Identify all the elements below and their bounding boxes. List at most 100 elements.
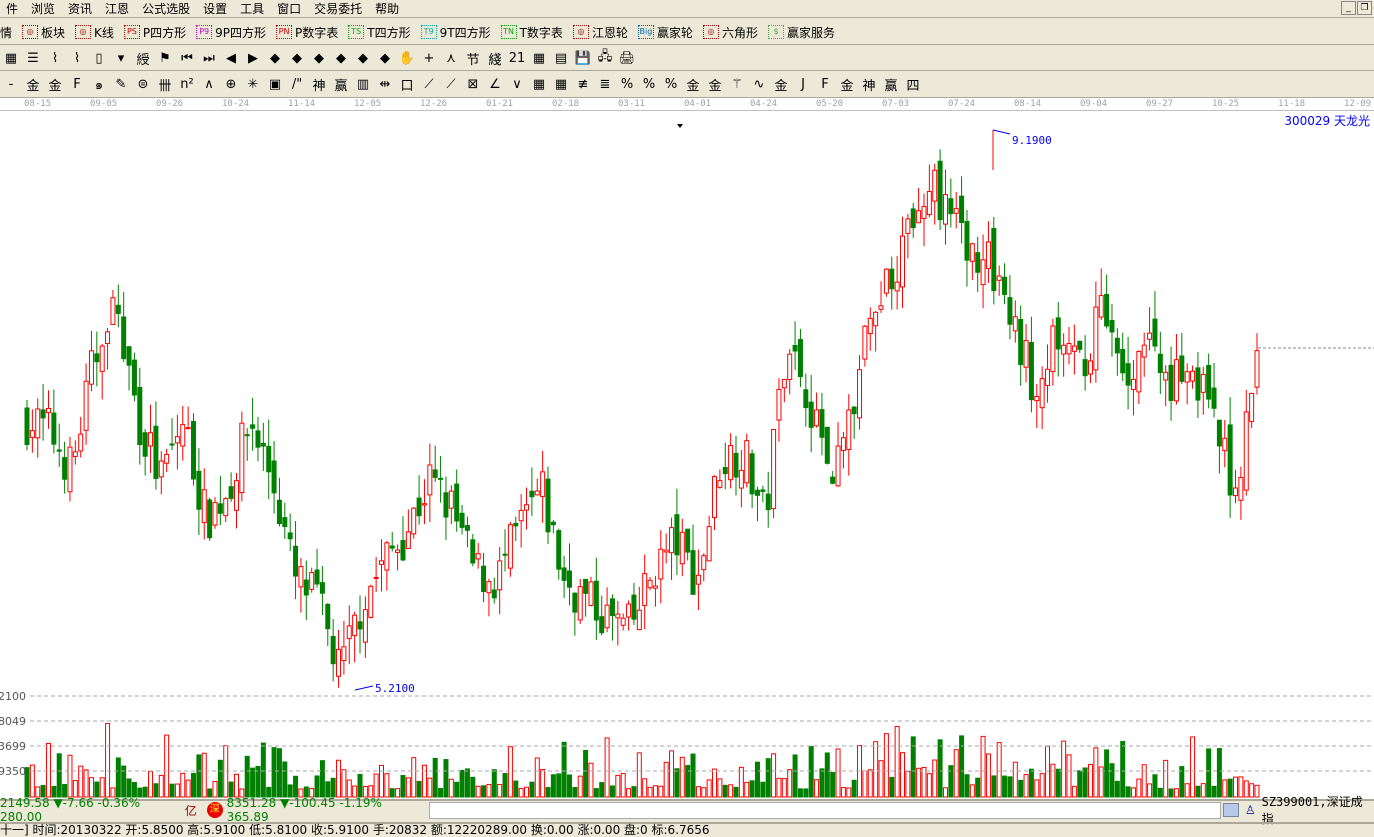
tool-icon[interactable]: ⏮ xyxy=(181,50,193,66)
tool-icon[interactable]: - xyxy=(8,77,14,92)
menu-item[interactable]: 公式选股 xyxy=(142,2,191,16)
tool-icon[interactable]: ⟋ xyxy=(446,77,456,92)
tool-icon[interactable]: ▶ xyxy=(248,50,258,66)
tool-icon[interactable]: ⌇ xyxy=(73,50,81,66)
spin-button[interactable] xyxy=(1222,803,1239,817)
tool-icon[interactable]: ◆ xyxy=(314,50,324,66)
tool-icon[interactable]: ◆ xyxy=(358,50,368,66)
tool-icon[interactable]: % xyxy=(620,77,634,92)
menu-item[interactable]: 资讯 xyxy=(68,2,93,16)
toolbar-button[interactable]: Big 赢家轮 xyxy=(637,24,693,41)
toolbar-button[interactable]: PN P数字表 xyxy=(276,24,338,41)
restore-button[interactable]: ❐ xyxy=(1357,1,1372,15)
tool-icon[interactable]: 金 xyxy=(774,79,788,94)
tool-icon[interactable]: ▦ xyxy=(4,50,18,66)
tool-icon[interactable]: 金 xyxy=(26,79,40,94)
tool-icon[interactable]: ✋ xyxy=(398,50,416,66)
tool-icon[interactable]: ⊕ xyxy=(225,77,237,92)
tool-icon[interactable]: 🖧 xyxy=(597,49,613,64)
tool-icon[interactable]: + xyxy=(423,50,435,66)
menu-item[interactable]: 窗口 xyxy=(277,2,302,16)
tool-icon[interactable]: ⟋ xyxy=(424,77,434,92)
tool-icon[interactable]: n² xyxy=(180,77,194,92)
tool-icon[interactable]: ▦ xyxy=(532,50,546,66)
toolbar-button[interactable]: ◎ 板块 xyxy=(22,24,65,41)
tool-icon[interactable]: 綬 xyxy=(136,52,150,68)
tool-icon[interactable]: ∧ xyxy=(204,77,214,92)
tool-icon[interactable]: % xyxy=(642,77,656,92)
toolbar-button[interactable]: TS T四方形 xyxy=(348,24,411,41)
toolbar-button[interactable]: T9 9T四方形 xyxy=(420,24,491,41)
volume-bar xyxy=(1195,785,1201,798)
menu-item[interactable]: 交易委托 xyxy=(314,2,363,16)
tool-icon[interactable]: 卌 xyxy=(158,79,172,94)
menu-item[interactable]: 江恩 xyxy=(105,2,130,16)
tool-icon[interactable]: /" xyxy=(291,77,303,92)
tool-icon[interactable]: 金 xyxy=(708,79,722,94)
tool-icon[interactable]: 神 xyxy=(862,79,876,94)
toolbar-button[interactable]: TN T数字表 xyxy=(500,24,563,41)
tool-icon[interactable]: ▥ xyxy=(356,77,370,92)
tool-icon[interactable]: 💾 xyxy=(574,50,592,66)
tool-icon[interactable]: 🖨 xyxy=(618,50,636,66)
tool-icon[interactable]: 口 xyxy=(400,79,414,94)
tool-icon[interactable]: ∠ xyxy=(489,77,501,92)
toolbar-button[interactable]: $ 赢家服务 xyxy=(767,24,835,41)
tool-icon[interactable]: ⊜ xyxy=(137,77,149,92)
tool-icon[interactable]: ▦ xyxy=(532,77,546,92)
tool-icon[interactable]: ⇹ xyxy=(379,77,391,92)
tool-icon[interactable]: ∨ xyxy=(512,77,522,92)
tool-icon[interactable]: ⚚ xyxy=(731,77,743,92)
tool-icon[interactable]: ◀ xyxy=(226,50,236,66)
toolbar-button[interactable]: ◎ K线 xyxy=(75,24,114,41)
tool-icon[interactable]: ∿ xyxy=(753,77,765,92)
tool-icon[interactable]: 神 xyxy=(312,79,326,94)
toolbar-button[interactable]: P9 9P四方形 xyxy=(196,24,266,41)
menu-item[interactable]: 件 xyxy=(6,2,19,16)
tool-icon[interactable]: 赢 xyxy=(884,79,898,94)
tool-icon[interactable]: ◆ xyxy=(292,50,302,66)
tool-icon[interactable]: 节 xyxy=(466,52,480,68)
tool-icon[interactable]: ▤ xyxy=(554,50,568,66)
tool-icon[interactable]: ◆ xyxy=(336,50,346,66)
tool-icon[interactable]: 21 xyxy=(508,50,526,66)
candlestick-chart[interactable]: 9.1900 5.2100 2100 8049 3699 9350 300029 天龙光 xyxy=(0,111,1374,799)
tool-icon[interactable]: 金 xyxy=(686,79,700,94)
tool-icon[interactable]: ⋏ xyxy=(446,50,456,66)
menu-item[interactable]: 帮助 xyxy=(375,2,400,16)
tool-icon[interactable]: ⊠ xyxy=(467,77,479,92)
tool-icon[interactable]: 綫 xyxy=(488,52,502,68)
command-input[interactable] xyxy=(428,801,1221,819)
tool-icon[interactable]: % xyxy=(664,77,678,92)
tool-icon[interactable]: 金 xyxy=(840,79,854,94)
tool-icon[interactable]: ▾ xyxy=(117,50,125,66)
tool-icon[interactable]: F xyxy=(73,77,81,92)
tool-icon[interactable]: ⌇ xyxy=(51,50,59,66)
tool-icon[interactable]: ⏭ xyxy=(203,50,215,66)
tool-icon[interactable]: ▣ xyxy=(268,77,282,92)
tool-icon[interactable]: 四 xyxy=(906,79,920,94)
menu-item[interactable]: 工具 xyxy=(240,2,265,16)
toolbar-button[interactable]: ◎ 江恩轮 xyxy=(572,24,628,41)
menu-item[interactable]: 设置 xyxy=(203,2,228,16)
toolbar-button[interactable]: PS P四方形 xyxy=(123,24,186,41)
minimize-button[interactable]: _ xyxy=(1341,1,1356,15)
tool-icon[interactable]: ▯ xyxy=(95,50,103,66)
tool-icon[interactable]: ≢ xyxy=(577,77,589,92)
tool-icon[interactable]: 赢 xyxy=(334,79,348,94)
toolbar-button[interactable]: 情 xyxy=(0,24,12,41)
tool-icon[interactable]: F xyxy=(821,77,829,92)
tool-icon[interactable]: ☰ xyxy=(27,50,39,66)
tool-icon[interactable]: ✳ xyxy=(247,77,259,92)
tool-icon[interactable]: ◆ xyxy=(270,50,280,66)
tool-icon[interactable]: J xyxy=(801,77,805,92)
tool-icon[interactable]: ◆ xyxy=(380,50,390,66)
menu-item[interactable]: 浏览 xyxy=(31,2,56,16)
tool-icon[interactable]: ⚑ xyxy=(159,50,171,66)
toolbar-button[interactable]: ◎ 六角形 xyxy=(702,24,758,41)
tool-icon[interactable]: 金 xyxy=(48,79,62,94)
tool-icon[interactable]: ≣ xyxy=(599,77,611,92)
tool-icon[interactable]: ๑ xyxy=(94,78,104,93)
tool-icon[interactable]: ▦ xyxy=(554,77,568,92)
tool-icon[interactable]: ✎ xyxy=(115,77,127,92)
